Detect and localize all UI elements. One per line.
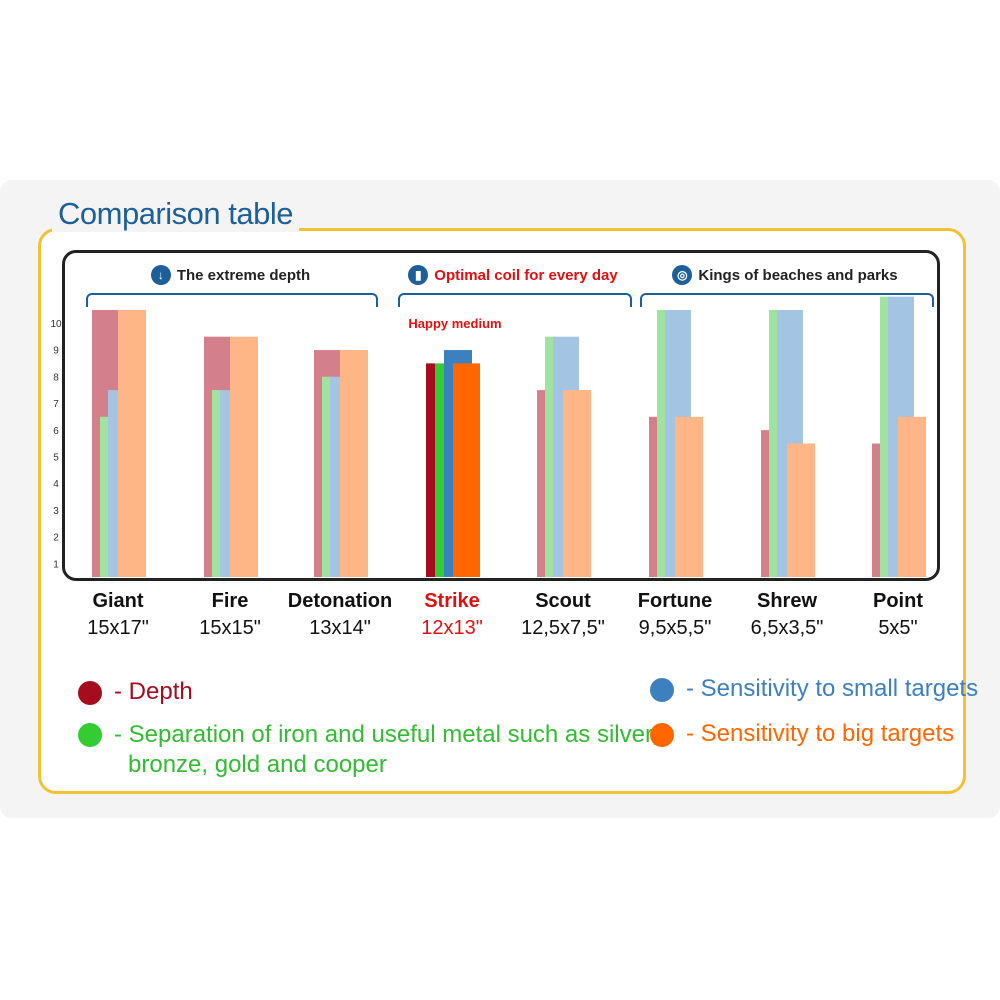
coil-size: 9,5x5,5" xyxy=(638,617,712,639)
bar-separation xyxy=(657,310,667,577)
coil-name: Fire xyxy=(211,590,249,612)
coil-names: Giant 15x17" Fire 15x15" Detonation 13x14" Str… xyxy=(0,590,1000,650)
legend-label-separation-line1: - Separation of iron and useful metal su… xyxy=(114,721,659,748)
bar-separation xyxy=(322,376,332,577)
coil-name: Detonation xyxy=(287,590,393,612)
coil-column-label: Fortune 9,5x5,5" xyxy=(610,590,740,640)
coil-name: Shrew xyxy=(756,590,818,612)
coil-size: 12x13" xyxy=(421,617,483,639)
bar-big-targets xyxy=(453,363,480,577)
bar-big-targets xyxy=(230,336,258,577)
legend-dot-big xyxy=(650,723,674,747)
target-icon: ◎ xyxy=(672,265,693,285)
coil-name: Giant xyxy=(92,590,144,612)
bar-separation xyxy=(100,416,110,577)
y-tick-label: 5 xyxy=(53,453,59,464)
y-tick-label: 4 xyxy=(53,479,59,490)
coil-column-label: Scout 12,5x7,5" xyxy=(498,590,628,640)
coil-column-label: Giant 15x17" xyxy=(53,590,183,640)
coil-size: 15x17" xyxy=(87,617,149,639)
group-label-depth: ↓ The extreme depth xyxy=(88,262,373,288)
coil-column-label: Strike 12x13" xyxy=(387,590,517,640)
legend-dot-depth xyxy=(78,681,102,705)
legend-dot-small xyxy=(650,678,674,702)
group-bracket-optimal xyxy=(398,293,632,307)
coil-name: Strike xyxy=(424,590,480,612)
coil-name: Fortune xyxy=(637,590,713,612)
bar-chart-icon: ▮ xyxy=(408,265,429,285)
coil-size: 6,5x3,5" xyxy=(750,617,824,639)
bar-big-targets xyxy=(340,350,368,577)
bar-big-targets xyxy=(675,416,703,577)
y-tick-label: 10 xyxy=(50,319,62,330)
bar-big-targets xyxy=(787,443,815,577)
group-label-text: Kings of beaches and parks xyxy=(698,266,898,284)
group-label-optimal: ▮ Optimal coil for every day xyxy=(398,262,628,288)
group-bracket-beaches xyxy=(640,293,934,307)
arrow-down-icon: ↓ xyxy=(150,265,171,285)
bar-separation xyxy=(545,336,555,577)
bar-separation xyxy=(769,310,779,577)
legend-depth: - Depth xyxy=(78,678,193,706)
coil-column-label: Detonation 13x14" xyxy=(275,590,405,640)
coil-size: 15x15" xyxy=(199,617,261,639)
legend-label-separation: - Separation of iron and useful metal su… xyxy=(114,720,658,780)
bar-separation xyxy=(435,363,444,577)
group-label-text: Optimal coil for every day xyxy=(434,266,618,284)
annotation-happy-medium: Happy medium xyxy=(408,316,501,331)
coil-name: Point xyxy=(873,590,923,612)
bar-separation xyxy=(880,296,890,577)
legend-label-small: - Sensitivity to small targets xyxy=(686,675,979,702)
y-tick-label: 8 xyxy=(53,372,59,383)
bar-depth xyxy=(426,363,435,577)
legend-dot-separation xyxy=(78,723,102,747)
y-tick-label: 9 xyxy=(53,346,59,357)
y-tick-label: 6 xyxy=(53,426,59,437)
legend-small: - Sensitivity to small targets xyxy=(650,675,978,703)
y-tick-label: 3 xyxy=(53,506,59,517)
legend-separation: - Separation of iron and useful metal su… xyxy=(78,720,658,780)
bar-big-targets xyxy=(563,390,591,577)
legend-label-depth: - Depth xyxy=(114,678,193,705)
coil-column-label: Fire 15x15" xyxy=(165,590,295,640)
y-tick-label: 2 xyxy=(53,533,59,544)
page-title: Comparison table xyxy=(52,196,299,232)
coil-size: 5x5" xyxy=(878,617,918,639)
group-label-beaches: ◎ Kings of beaches and parks xyxy=(640,262,930,288)
bar-big-targets xyxy=(118,310,146,577)
y-tick-label: 1 xyxy=(53,559,59,570)
y-tick-label: 7 xyxy=(53,399,59,410)
bar-separation xyxy=(212,390,222,577)
legend-big: - Sensitivity to big targets xyxy=(650,720,954,748)
bar-big-targets xyxy=(898,416,926,577)
legend-label-big: - Sensitivity to big targets xyxy=(686,720,955,747)
group-label-text: The extreme depth xyxy=(176,266,311,284)
legend-label-separation-line2: bronze, gold and cooper xyxy=(128,751,387,778)
coil-size: 12,5x7,5" xyxy=(521,617,605,639)
coil-column-label: Point 5x5" xyxy=(833,590,963,640)
coil-size: 13x14" xyxy=(309,617,371,639)
coil-name: Scout xyxy=(535,590,591,612)
coil-column-label: Shrew 6,5x3,5" xyxy=(722,590,852,640)
group-bracket-depth xyxy=(86,293,378,307)
